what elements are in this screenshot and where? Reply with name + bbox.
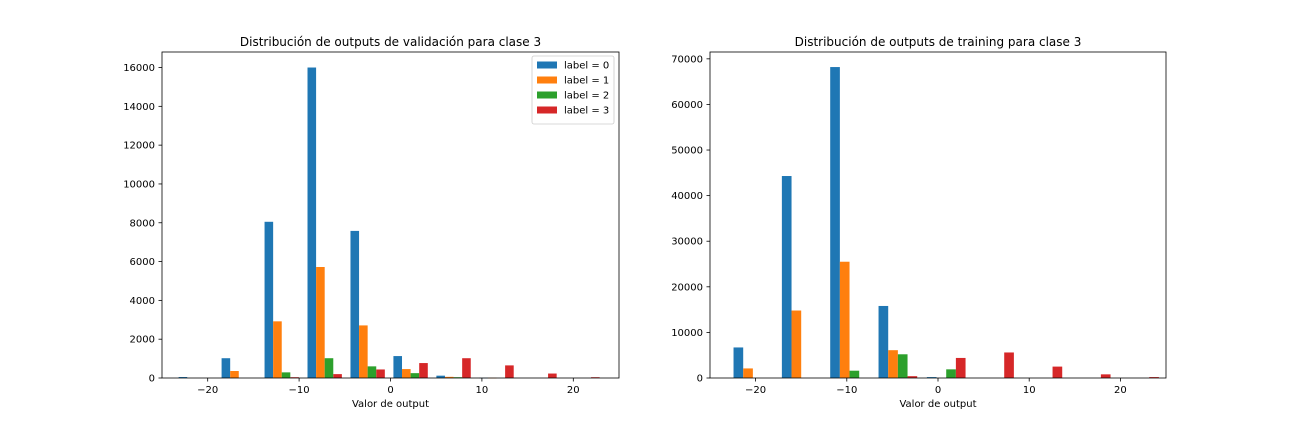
bar-label-0-bin-1 — [221, 358, 231, 378]
legend: label = 0 label = 1 label = 2 label = 3 — [531, 55, 615, 125]
bar-label-3-bin-6 — [1052, 366, 1063, 378]
y-tick-label: 14000 — [123, 102, 155, 113]
bar-label-1-bin-5 — [402, 369, 411, 378]
y-tick-label: 30000 — [671, 237, 703, 248]
bar-label-3-bin-3 — [333, 374, 342, 378]
bar-label-3-bin-4 — [955, 357, 966, 378]
bar-label-2-bin-4 — [946, 369, 956, 378]
y-tick-label: 40000 — [671, 191, 703, 202]
bar-label-0-bin-0 — [178, 377, 188, 378]
legend-swatch — [537, 61, 557, 69]
bar-label-3-bin-8 — [1149, 377, 1159, 378]
y-tick-label: 10000 — [123, 179, 155, 190]
bar-label-3-bin-5 — [419, 363, 428, 378]
y-tick-label: 6000 — [130, 257, 155, 268]
bar-label-1-bin-3 — [316, 267, 325, 378]
x-tick-label: −10 — [289, 385, 310, 396]
x-tick-label: 10 — [1023, 385, 1036, 396]
x-tick-label: −20 — [745, 385, 766, 396]
bar-label-0-bin-0 — [733, 347, 744, 378]
plot-area: −20 −10 0 10 20 0 10000 20000 30000 40000 50000 600… — [671, 51, 1167, 396]
chart-title: Distribución de outputs de validación pa… — [240, 35, 541, 49]
bar-label-0-bin-4 — [350, 230, 360, 378]
bar-label-3-bin-6 — [462, 358, 471, 378]
x-tick-label: 10 — [476, 385, 489, 396]
legend-label: label = 0 — [564, 61, 609, 72]
x-axis-label: Valor de output — [899, 399, 976, 410]
bar-label-0-bin-1 — [781, 176, 792, 378]
bar-label-0-bin-2 — [830, 67, 840, 379]
y-tick-label: 4000 — [130, 296, 155, 307]
bar-label-2-bin-2 — [849, 370, 860, 378]
bar-label-0-bin-5 — [393, 356, 403, 378]
bar-label-0-bin-3 — [307, 67, 317, 379]
y-tick-label: 8000 — [130, 218, 155, 229]
x-tick-label: 0 — [935, 385, 941, 396]
bar-label-0-bin-3 — [878, 305, 889, 378]
y-tick-label: 10000 — [671, 328, 703, 339]
plot-area: −20 −10 0 10 20 0 2000 4000 6000 8000 10000 12000 14… — [123, 51, 620, 396]
bar-label-3-bin-7 — [1100, 374, 1111, 378]
y-tick-label: 60000 — [671, 100, 703, 111]
legend-swatch — [537, 106, 557, 114]
y-tick-label: 20000 — [671, 282, 703, 293]
y-tick-label: 50000 — [671, 146, 703, 157]
bar-label-1-bin-4 — [359, 325, 368, 378]
validation-histogram-chart: Distribución de outputs de validación pa… — [123, 35, 620, 410]
bar-label-1-bin-1 — [791, 310, 802, 378]
bar-label-1-bin-0 — [743, 368, 753, 378]
bar-label-3-bin-3 — [907, 376, 918, 378]
bar-label-3-bin-4 — [376, 369, 385, 378]
axes-frame — [709, 51, 1167, 379]
legend-swatch — [537, 76, 557, 84]
bar-label-1-bin-2 — [839, 261, 850, 378]
y-tick-label: 16000 — [123, 63, 155, 74]
bar-label-1-bin-3 — [888, 350, 898, 378]
training-histogram-chart: Distribución de outputs de training para… — [671, 35, 1167, 410]
bar-label-0-bin-6 — [436, 375, 445, 378]
y-tick-label: 0 — [697, 374, 703, 385]
bar-label-0-bin-2 — [264, 221, 274, 378]
bar-label-1-bin-6 — [444, 376, 454, 378]
bar-label-3-bin-8 — [548, 373, 557, 378]
x-tick-label: −10 — [836, 385, 857, 396]
chart-title: Distribución de outputs de training para… — [795, 35, 1082, 49]
y-tick-label: 12000 — [123, 141, 155, 152]
x-tick-label: 20 — [1114, 385, 1127, 396]
y-tick-label: 0 — [149, 374, 155, 385]
bar-label-0-bin-4 — [926, 377, 937, 378]
bar-label-2-bin-4 — [367, 366, 377, 378]
x-tick-label: −20 — [197, 385, 218, 396]
legend-label: label = 2 — [564, 91, 609, 102]
x-tick-label: 0 — [387, 385, 393, 396]
bar-label-3-bin-7 — [505, 365, 514, 378]
bar-label-2-bin-5 — [410, 373, 420, 378]
bar-label-2-bin-3 — [324, 358, 334, 378]
legend-swatch — [537, 91, 557, 99]
bar-label-2-bin-2 — [281, 372, 291, 378]
bar-label-2-bin-3 — [897, 354, 908, 378]
bar-label-1-bin-1 — [230, 371, 239, 378]
legend-label: label = 1 — [564, 76, 609, 87]
legend-label: label = 3 — [564, 106, 609, 117]
bar-label-3-bin-5 — [1004, 352, 1014, 378]
bar-label-1-bin-2 — [273, 321, 282, 378]
y-tick-label: 2000 — [130, 335, 155, 346]
y-tick-label: 70000 — [671, 54, 703, 65]
x-tick-label: 20 — [567, 385, 580, 396]
x-axis-label: Valor de output — [352, 399, 429, 410]
